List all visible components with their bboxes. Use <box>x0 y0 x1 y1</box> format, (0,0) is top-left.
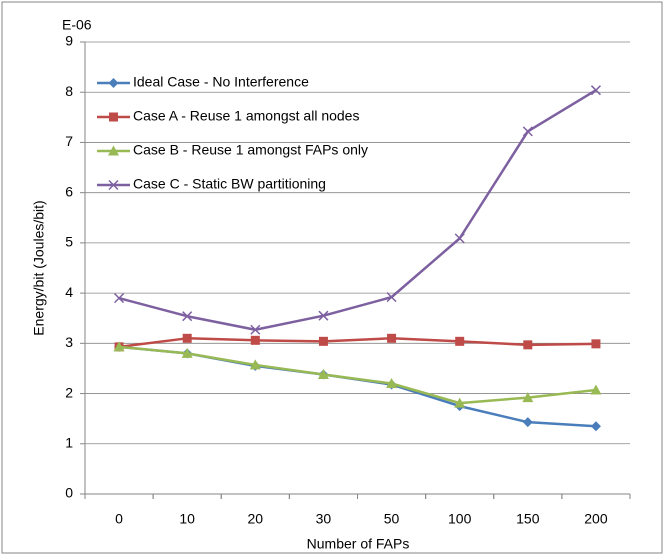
data-point <box>317 368 329 379</box>
y-tick-label: 4 <box>65 284 73 300</box>
data-point <box>387 333 397 343</box>
data-point <box>114 293 125 304</box>
y-tick-label: 5 <box>65 234 73 250</box>
y-tick-label: 0 <box>65 485 73 501</box>
y-tick-label: 8 <box>65 83 73 99</box>
data-point <box>455 336 465 346</box>
data-point <box>318 310 329 321</box>
data-point <box>522 392 534 403</box>
data-point <box>454 397 466 408</box>
data-point <box>181 347 193 358</box>
data-point <box>249 359 261 370</box>
legend-label: Ideal Case - No Interference <box>133 74 309 90</box>
legend-swatch-marker <box>108 145 119 156</box>
x-tick-label: 0 <box>115 511 123 527</box>
y-axis-label: Energy/bit (Joules/bit) <box>31 200 47 335</box>
data-point <box>454 233 465 244</box>
x-tick-label: 50 <box>384 511 400 527</box>
x-tick-label: 30 <box>316 511 332 527</box>
x-tick-label: 10 <box>179 511 195 527</box>
data-point <box>590 85 601 96</box>
x-tick-label: 20 <box>248 511 264 527</box>
legend-label: Case A - Reuse 1 amongst all nodes <box>133 108 359 124</box>
y-tick-label: 1 <box>65 434 73 450</box>
data-point <box>182 333 192 343</box>
data-point <box>590 384 602 395</box>
data-point <box>522 126 533 137</box>
data-point <box>386 378 398 389</box>
data-point <box>250 324 261 335</box>
x-tick-label: 200 <box>584 511 608 527</box>
y-axis-unit: E-06 <box>62 17 92 33</box>
data-point <box>113 341 125 352</box>
y-tick-label: 3 <box>65 334 73 350</box>
data-point <box>182 311 193 322</box>
data-point <box>591 339 601 349</box>
data-point <box>386 292 397 303</box>
data-point <box>590 421 601 432</box>
series-line <box>118 345 597 405</box>
series-line <box>118 337 596 349</box>
y-tick-label: 7 <box>65 133 73 149</box>
data-point <box>318 336 328 346</box>
x-axis-label: Number of FAPs <box>307 536 410 552</box>
legend-label: Case B - Reuse 1 amongst FAPs only <box>133 142 368 158</box>
data-point <box>522 417 533 428</box>
y-tick-label: 6 <box>65 183 73 199</box>
legend-swatch-marker <box>108 179 119 191</box>
y-tick-label: 9 <box>65 33 73 49</box>
legend-swatch-marker <box>108 78 119 88</box>
legend-label: Case C - Static BW partitioning <box>133 176 326 192</box>
x-tick-label: 150 <box>516 511 540 527</box>
x-tick-label: 100 <box>448 511 472 527</box>
data-point <box>250 335 260 345</box>
data-point <box>523 340 533 350</box>
series-line <box>118 89 597 332</box>
legend-swatch-marker <box>109 112 118 122</box>
y-tick-label: 2 <box>65 384 73 400</box>
